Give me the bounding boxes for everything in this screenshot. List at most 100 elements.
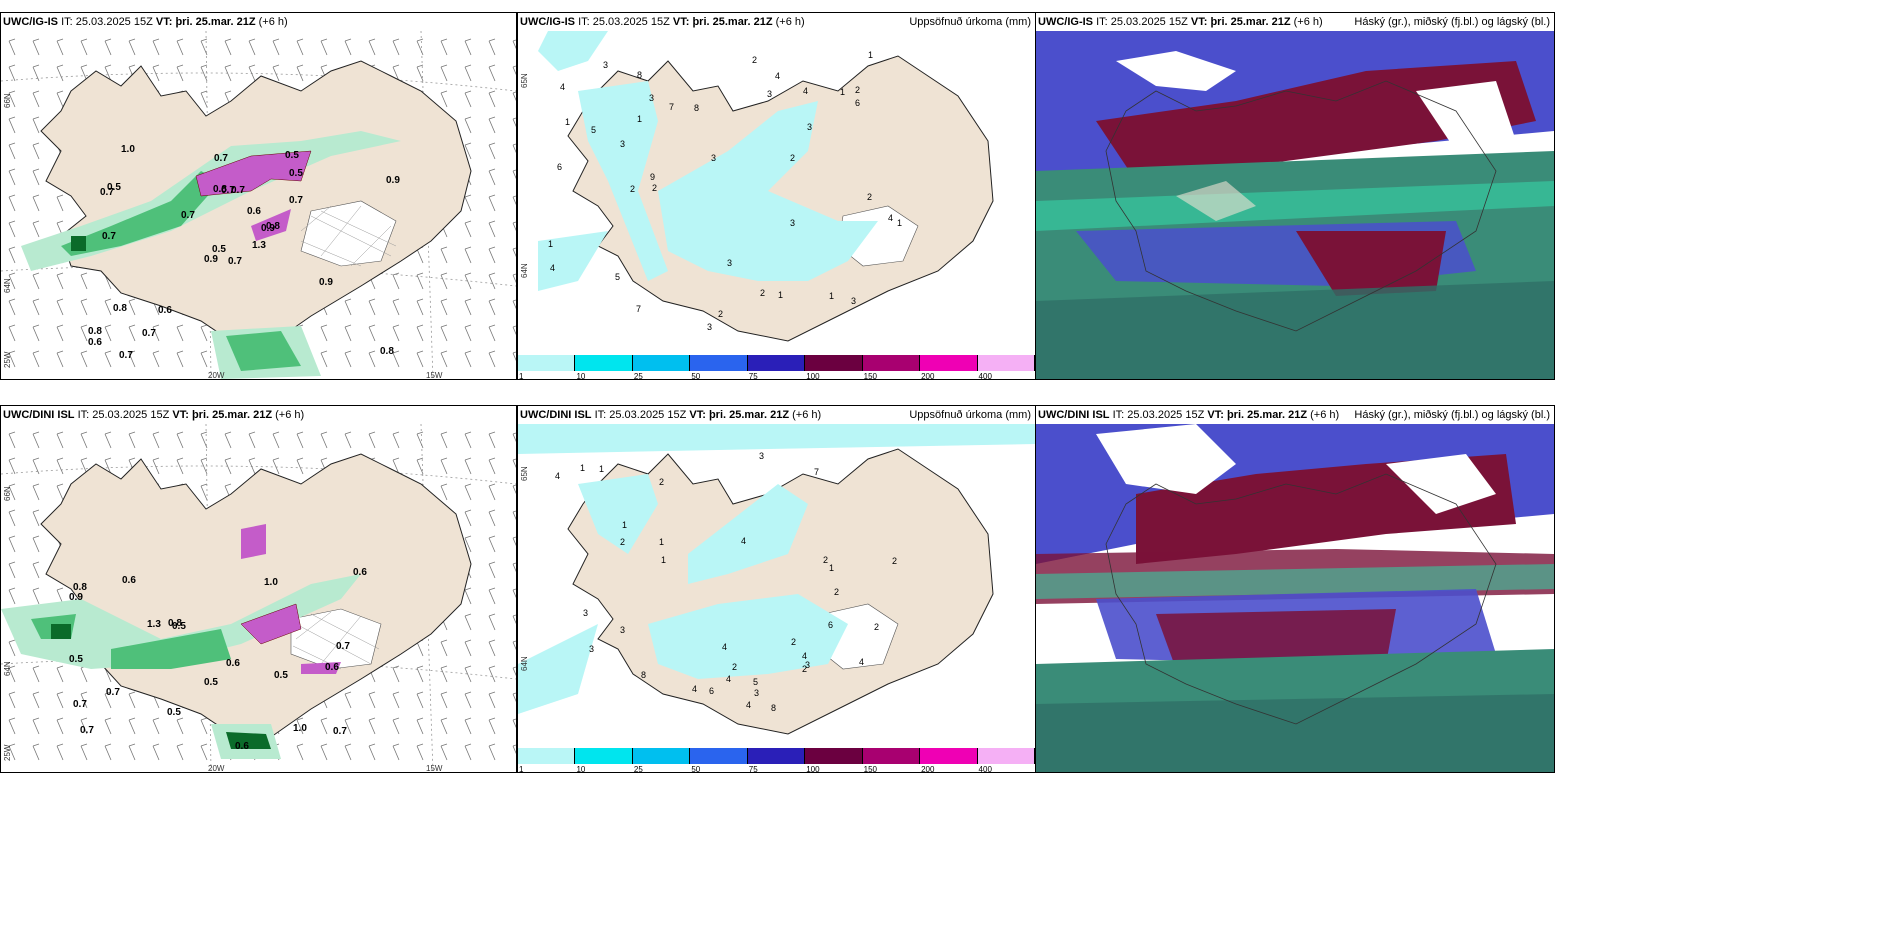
map-value-label: 1 — [637, 114, 642, 124]
wind-barb — [80, 431, 88, 449]
wind-barb — [488, 272, 496, 290]
wind-barb — [128, 38, 136, 56]
colorbar-tick-label: 75 — [748, 765, 758, 773]
map-value-label: 0.7 — [214, 153, 228, 164]
map-value-label: 4 — [802, 651, 807, 661]
map-value-label: 1 — [599, 464, 604, 474]
wind-barb — [176, 350, 184, 368]
map-value-label: 0.8 — [266, 221, 280, 232]
wind-barb — [464, 220, 472, 238]
colorbar-tick-label: 50 — [691, 372, 701, 380]
iceland-landmass — [40, 453, 472, 745]
wind-barb — [416, 272, 424, 290]
map-value-label: 4 — [555, 471, 560, 481]
colorbar-segment — [747, 355, 806, 371]
wind-barb — [200, 457, 208, 475]
map-value-label: 8 — [694, 103, 699, 113]
map-value-label: 1 — [829, 291, 834, 301]
colorbar-tick-label: 400 — [978, 765, 992, 773]
wind-barb — [440, 298, 448, 316]
lat-label: 64N — [520, 263, 529, 278]
wind-barb — [392, 298, 400, 316]
map-value-label: 8 — [771, 703, 776, 713]
map-value-label: 1 — [565, 117, 570, 127]
map-value-label: 0.6 — [122, 575, 136, 586]
wind-barb — [320, 431, 328, 449]
wind-barb — [248, 431, 256, 449]
wind-barb — [200, 431, 208, 449]
wind-barb — [488, 639, 496, 657]
wind-barb — [8, 324, 16, 342]
panel-clouds-dini: UWC/DINI ISL IT: 25.03.2025 15Z VT: þri.… — [1035, 405, 1555, 773]
map-value-label: 0.6 — [247, 206, 261, 217]
lat-label: 65N — [520, 73, 529, 88]
colorbar-segment — [575, 355, 633, 371]
map-value-label: 0.8 — [213, 184, 227, 195]
wind-barb — [416, 743, 424, 761]
wind-barb — [464, 483, 472, 501]
wind-barb — [392, 665, 400, 683]
wind-barb — [8, 38, 16, 56]
wind-barb — [272, 431, 280, 449]
wind-barb — [104, 350, 112, 368]
wind-barb — [8, 665, 16, 683]
wind-barb — [464, 272, 472, 290]
wind-barb — [320, 324, 328, 342]
wind-barb — [200, 350, 208, 368]
wind-barb — [512, 247, 516, 258]
wind-barb — [176, 324, 184, 342]
wind-barb — [512, 510, 516, 521]
wind-barb — [32, 561, 40, 579]
colorbar-tick-label: 200 — [921, 765, 935, 773]
map-value-label: 1 — [897, 218, 902, 228]
wind-barb — [440, 64, 448, 82]
map-value-label: 0.7 — [228, 256, 242, 267]
wind-barb — [512, 39, 516, 50]
map-value-label: 1 — [661, 555, 666, 565]
map-value-label: 1 — [829, 563, 834, 573]
wind-barb — [32, 717, 40, 735]
wind-barb — [8, 457, 16, 475]
wind-barb — [488, 324, 496, 342]
wind-barb — [464, 90, 472, 108]
map-value-label: 0.6 — [226, 658, 240, 669]
wind-barb — [152, 717, 160, 735]
map-value-label: 2 — [791, 637, 796, 647]
wind-barb — [464, 142, 472, 160]
wind-barb — [512, 640, 516, 651]
colorbar-tick-label: 10 — [576, 765, 586, 773]
map-value-label: 7 — [814, 467, 819, 477]
wind-barb — [488, 194, 496, 212]
wind-barb — [488, 535, 496, 553]
wind-barb — [416, 665, 424, 683]
map-value-label: 1.0 — [264, 577, 278, 588]
wind-barb — [56, 717, 64, 735]
lat-label: 65N — [520, 466, 529, 481]
colorbar-segment — [920, 748, 978, 764]
lat-label: 66N — [3, 93, 12, 108]
wind-barb — [416, 38, 424, 56]
wind-barb — [392, 350, 400, 368]
wind-barb — [80, 324, 88, 342]
map-value-label: 0.7 — [221, 185, 235, 196]
wind-barb — [128, 691, 136, 709]
colorbar-segment — [977, 748, 1035, 764]
map-value-label: 3 — [767, 89, 772, 99]
wind-barb — [152, 38, 160, 56]
wind-barb — [224, 38, 232, 56]
wind-barb — [512, 195, 516, 206]
wind-barb — [392, 38, 400, 56]
wind-barb — [464, 665, 472, 683]
map-value-label: 4 — [859, 657, 864, 667]
wind-barb — [440, 717, 448, 735]
map-value-label: 3 — [583, 608, 588, 618]
map-value-label: 0.8 — [168, 618, 182, 629]
colorbar-tick-label: 100 — [806, 765, 820, 773]
wind-barb — [80, 665, 88, 683]
wind-barb — [104, 691, 112, 709]
wind-barb — [512, 221, 516, 232]
wind-barb — [176, 717, 184, 735]
wind-barb — [176, 431, 184, 449]
wind-barb — [56, 38, 64, 56]
map-value-label: 1 — [778, 290, 783, 300]
